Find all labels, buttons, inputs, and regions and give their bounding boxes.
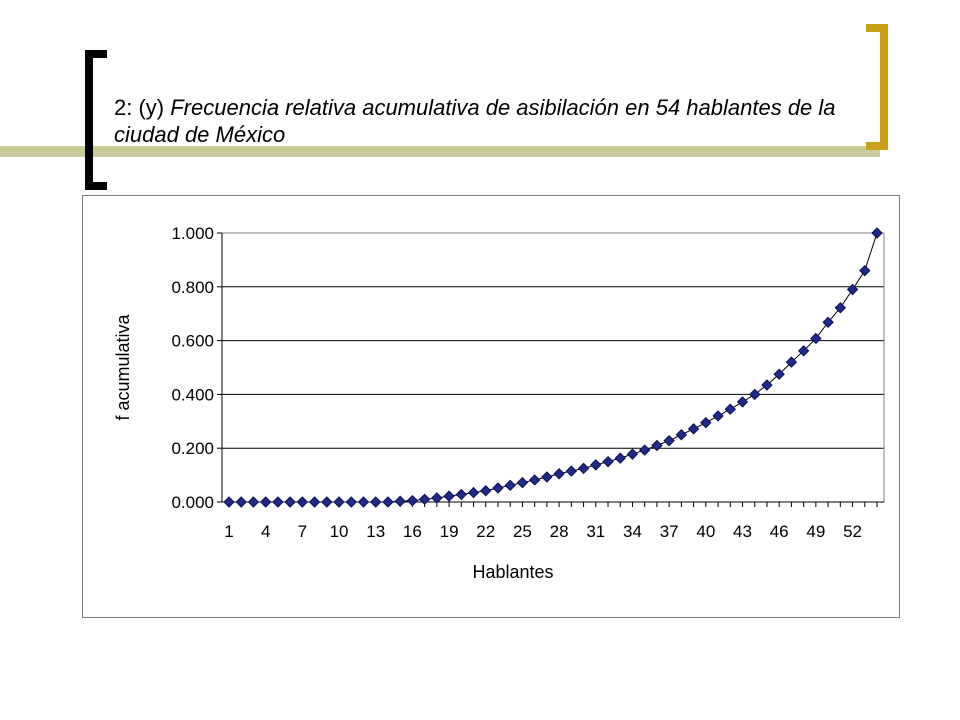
- data-point: [700, 416, 712, 429]
- right-bracket-decoration: [866, 24, 888, 150]
- y-axis-title: f acumulativa: [113, 313, 133, 420]
- data-point: [846, 283, 859, 296]
- data-point: [638, 444, 651, 456]
- data-point: [528, 474, 541, 486]
- x-tick-label: 13: [366, 522, 385, 541]
- x-tick-label: 16: [403, 522, 422, 541]
- data-point: [370, 496, 382, 508]
- data-point: [602, 455, 614, 468]
- data-point: [382, 496, 394, 508]
- data-point: [394, 495, 406, 507]
- data-point: [797, 345, 810, 357]
- x-tick-label: 4: [261, 522, 270, 541]
- x-tick-label: 34: [623, 522, 642, 541]
- cumulative-frequency-chart: 0.000 0.200 0.400 0.600 0.800 1.000 1 4 7 10 13 16 1…: [113, 224, 885, 582]
- x-tick-label: 22: [476, 522, 495, 541]
- data-point: [712, 410, 724, 422]
- slide-title-prefix: 2: (y): [114, 95, 171, 120]
- data-point: [663, 434, 675, 447]
- data-point: [736, 396, 749, 408]
- data-point: [492, 482, 504, 494]
- data-point: [614, 452, 626, 464]
- x-tick-label: 7: [298, 522, 307, 541]
- data-point: [590, 459, 602, 471]
- data-point: [565, 465, 578, 477]
- data-point: [223, 496, 235, 508]
- data-point: [418, 493, 431, 506]
- x-tick-label: 19: [440, 522, 459, 541]
- y-tick-label: 1.000: [171, 224, 214, 243]
- y-tick-label: 0.800: [171, 278, 214, 297]
- x-tick-label: 40: [696, 522, 715, 541]
- title-accent-bar: [0, 146, 880, 157]
- data-point: [308, 496, 321, 508]
- data-point: [455, 488, 468, 501]
- data-point: [761, 379, 773, 391]
- x-tick-label: 31: [586, 522, 605, 541]
- x-tick-label: 46: [770, 522, 789, 541]
- x-axis-title: Hablantes: [472, 562, 553, 582]
- data-point: [235, 496, 247, 508]
- data-point: [357, 496, 370, 508]
- data-point: [651, 439, 663, 452]
- data-point: [480, 484, 492, 497]
- y-tick-label: 0.000: [171, 493, 214, 512]
- data-point: [443, 490, 455, 502]
- x-tick-label: 1: [224, 522, 233, 541]
- y-tick-label: 0.200: [171, 439, 214, 458]
- data-point: [871, 227, 883, 239]
- data-point: [773, 368, 785, 380]
- data-point: [345, 496, 357, 508]
- data-point: [553, 468, 565, 480]
- data-point: [272, 496, 284, 508]
- data-point: [321, 496, 333, 508]
- data-point: [431, 492, 443, 504]
- left-bracket-decoration: [85, 50, 107, 190]
- data-point: [822, 316, 834, 329]
- series-line: [229, 232, 878, 503]
- y-tick-label: 0.400: [171, 385, 214, 404]
- data-point: [687, 423, 700, 435]
- chart-frame: 0.000 0.200 0.400 0.600 0.800 1.000 1 4 7 10 13 16 1…: [82, 195, 900, 618]
- data-point: [749, 388, 761, 401]
- data-point: [577, 462, 590, 475]
- x-tick-label: 37: [660, 522, 679, 541]
- data-point: [504, 479, 516, 492]
- x-tick-label: 49: [806, 522, 825, 541]
- x-tick-label: 43: [733, 522, 752, 541]
- data-point: [259, 496, 272, 508]
- x-tick-label: 52: [843, 522, 862, 541]
- x-tick-label: 25: [513, 522, 532, 541]
- data-point: [626, 448, 639, 460]
- data-point: [406, 494, 419, 507]
- data-point: [675, 429, 688, 441]
- data-point: [284, 496, 296, 508]
- data-point: [247, 496, 260, 508]
- data-point: [810, 332, 822, 345]
- y-tick-label: 0.600: [171, 332, 214, 351]
- data-point: [724, 403, 736, 415]
- slide-title-italic: Frecuencia relativa acumulativa de asibi…: [114, 95, 836, 147]
- data-point: [785, 356, 798, 368]
- x-tick-label: 28: [550, 522, 569, 541]
- slide-title: 2: (y) Frecuencia relativa acumulativa d…: [114, 94, 854, 148]
- data-point: [296, 496, 309, 508]
- data-point: [834, 302, 847, 314]
- plot-area: [221, 232, 885, 503]
- data-point: [541, 471, 553, 483]
- data-point: [859, 264, 871, 277]
- x-tick-label: 10: [330, 522, 349, 541]
- data-point: [467, 486, 480, 499]
- data-point: [516, 476, 529, 489]
- data-point: [333, 496, 345, 508]
